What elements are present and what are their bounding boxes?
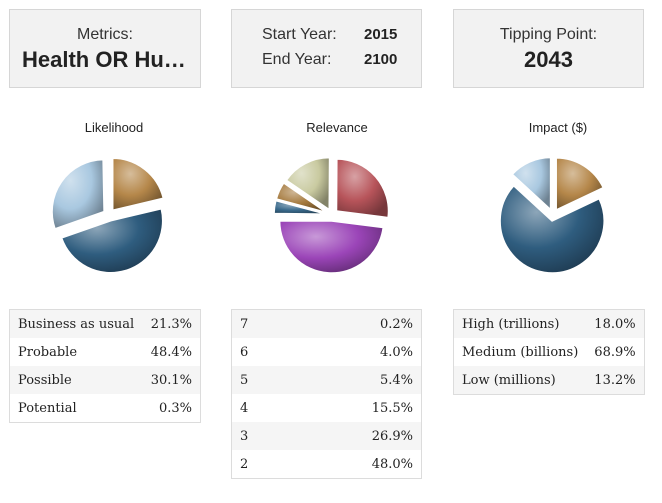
metrics-label: Metrics: — [77, 26, 133, 43]
table-row: Possible 30.1% — [9, 366, 201, 394]
pie-slice-2[interactable] — [278, 220, 385, 274]
table-row: 3 26.9% — [231, 422, 422, 450]
table-row: Potential 0.3% — [9, 394, 201, 423]
pie-slice-high-trillions-[interactable] — [555, 157, 605, 212]
table-row: Probable 48.4% — [9, 338, 201, 366]
start-year-value: 2015 — [364, 26, 398, 43]
row-label: 6 — [231, 338, 289, 366]
row-label: Medium (billions) — [453, 338, 587, 366]
years-card: Start Year: 2015 End Year: 2100 — [231, 9, 422, 88]
table-row: Low (millions) 13.2% — [453, 366, 645, 395]
tipping-point-card: Tipping Point: 2043 — [453, 9, 644, 88]
metrics-value: Health OR Human Services — [22, 47, 200, 72]
pie-slice-5[interactable] — [275, 181, 327, 214]
pie-slice-potential[interactable] — [107, 156, 110, 210]
pie-slice-medium-billions-[interactable] — [499, 184, 605, 274]
row-label: Low (millions) — [453, 366, 587, 395]
table-row: Medium (billions) 68.9% — [453, 338, 645, 366]
table-row: Business as usual 21.3% — [9, 309, 201, 338]
row-value: 68.9% — [586, 338, 645, 366]
table-row: High (trillions) 18.0% — [453, 309, 645, 338]
impact-table: High (trillions) 18.0% Medium (billions) 6… — [453, 309, 645, 395]
tipping-point-label: Tipping Point: — [499, 26, 598, 43]
row-label: Potential — [9, 394, 143, 423]
relevance-table: 7 0.2% 6 4.0% 5 5.4% 4 15.5% 3 26.9% 2 48.0% — [231, 309, 422, 479]
pie-slice-business-as-usual[interactable] — [111, 157, 165, 212]
row-value: 30.1% — [142, 366, 201, 394]
table-row: 2 48.0% — [231, 450, 422, 479]
row-label: High (trillions) — [453, 309, 587, 338]
table-row: 4 15.5% — [231, 394, 422, 422]
pie-slice-3[interactable] — [335, 158, 390, 219]
row-value: 13.2% — [586, 366, 645, 395]
row-value: 21.3% — [142, 309, 201, 338]
row-label: 5 — [231, 366, 289, 394]
row-label: Probable — [9, 338, 143, 366]
table-row: 5 5.4% — [231, 366, 422, 394]
pie-slice-probable[interactable] — [60, 207, 164, 274]
row-value: 15.5% — [288, 394, 422, 422]
row-label: Business as usual — [9, 309, 143, 338]
pie-slice-low-millions-[interactable] — [511, 156, 552, 212]
likelihood-chart-title: Likelihood — [84, 120, 144, 135]
row-value: 0.3% — [142, 394, 201, 423]
row-label: 7 — [231, 309, 289, 338]
likelihood-pie-chart[interactable] — [39, 145, 179, 285]
relevance-chart-title: Relevance — [306, 120, 368, 135]
pie-slice-possible[interactable] — [51, 158, 105, 230]
row-value: 26.9% — [288, 422, 422, 450]
metrics-card: Metrics: Health OR Human Services — [9, 9, 201, 88]
pie-slice-6[interactable] — [273, 199, 327, 215]
row-label: 4 — [231, 394, 289, 422]
row-value: 18.0% — [586, 309, 645, 338]
row-value: 48.4% — [142, 338, 201, 366]
row-value: 5.4% — [288, 366, 422, 394]
likelihood-table: Business as usual 21.3% Probable 48.4% Pos… — [9, 309, 201, 423]
pie-slice-7[interactable] — [273, 213, 327, 216]
row-value: 0.2% — [288, 309, 422, 338]
row-label: Possible — [9, 366, 143, 394]
row-label: 3 — [231, 422, 289, 450]
end-year-label: End Year: — [262, 51, 332, 68]
end-year-value: 2100 — [364, 51, 398, 68]
relevance-pie-chart[interactable] — [262, 145, 402, 285]
impact-pie-chart[interactable] — [483, 145, 623, 285]
impact-chart-title: Impact ($) — [528, 120, 588, 135]
table-row: 7 0.2% — [231, 309, 422, 338]
row-value: 48.0% — [288, 450, 422, 479]
start-year-label: Start Year: — [262, 26, 337, 43]
row-value: 4.0% — [288, 338, 422, 366]
row-label: 2 — [231, 450, 289, 479]
tipping-point-value: 2043 — [524, 47, 573, 72]
pie-slice-4[interactable] — [285, 156, 331, 212]
table-row: 6 4.0% — [231, 338, 422, 366]
